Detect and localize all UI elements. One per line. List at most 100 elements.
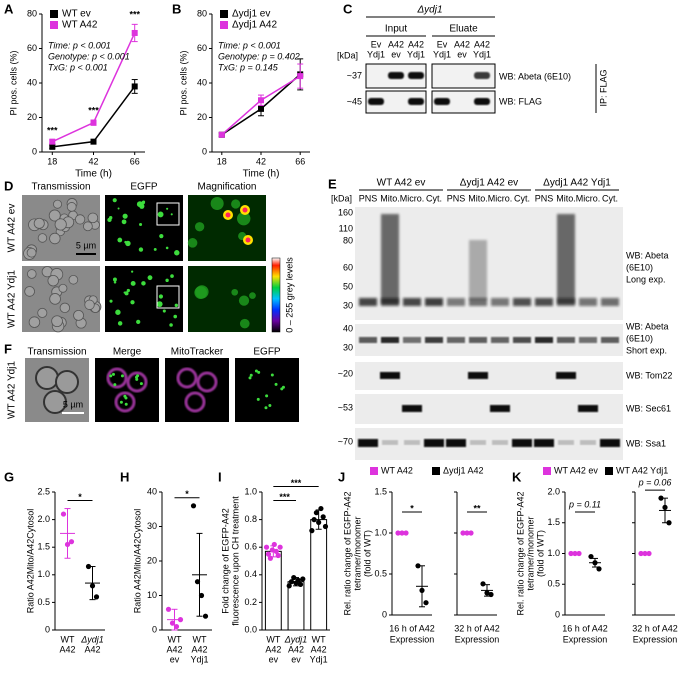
- x-tick-label: 66: [295, 156, 305, 166]
- egfp-spot: [156, 301, 163, 308]
- x-axis-label: 32 h of A42: [632, 623, 678, 633]
- egfp-spot: [130, 300, 135, 305]
- x-tick-label: WT: [168, 634, 182, 644]
- significance: **: [473, 503, 481, 513]
- x-tick-label: ev: [269, 654, 279, 664]
- data-point: [415, 563, 421, 569]
- egfp-spot: [139, 222, 143, 227]
- band: [382, 440, 398, 445]
- cell: [24, 286, 35, 297]
- stats-text: Genotype: p < 0.001: [48, 51, 130, 61]
- x-axis-label: Expression: [390, 634, 435, 644]
- significance: ***: [291, 478, 302, 488]
- band: [491, 337, 509, 343]
- egfp-spot: [157, 211, 164, 218]
- data-point: [165, 606, 172, 612]
- row-label: Long exp.: [626, 274, 666, 284]
- x-tick-label: 18: [217, 156, 227, 166]
- legend-label: WT ev: [62, 9, 91, 20]
- egfp-spot: [125, 240, 131, 247]
- panel-letter: I: [218, 469, 222, 484]
- band: [468, 372, 488, 379]
- cell: [84, 299, 95, 310]
- data-point: [480, 581, 486, 587]
- cell: [54, 218, 67, 231]
- hot-spot: [242, 207, 248, 213]
- y-tick-label: 20: [197, 112, 207, 122]
- cell: [43, 390, 67, 414]
- band: [601, 298, 619, 306]
- cell: [87, 212, 99, 224]
- x-axis-label: 16 h of A42: [562, 623, 608, 633]
- band: [579, 337, 597, 343]
- y-tick-label: 60: [197, 43, 207, 53]
- x-axis-label: Expression: [563, 634, 608, 644]
- y-tick-label: 1.0: [374, 527, 387, 537]
- marker-label: 80: [343, 235, 353, 245]
- significance: ***: [279, 492, 290, 502]
- egfp-spot: [123, 394, 127, 398]
- mito: [176, 367, 198, 389]
- lane-label: PNS: [535, 193, 554, 203]
- x-axis-label: Expression: [455, 634, 500, 644]
- cell: [66, 202, 77, 212]
- row-label: WB: FLAG: [499, 96, 542, 106]
- band: [424, 439, 444, 447]
- significance: ***: [47, 125, 58, 135]
- band: [492, 440, 508, 445]
- data-point: [295, 577, 301, 583]
- egfp-spot: [113, 280, 117, 284]
- legend-swatch: [432, 467, 440, 475]
- cell: [26, 247, 37, 258]
- row-label: WB: Sec61: [626, 403, 671, 413]
- egfp-spot: [113, 383, 117, 387]
- legend-label: WT A42 ev: [554, 465, 598, 475]
- lane-label: PNS: [447, 193, 466, 203]
- egfp-spot: [122, 213, 128, 219]
- x-tick-label: WT: [266, 634, 280, 644]
- cell: [33, 217, 45, 229]
- x-axis-label: Time (h): [243, 169, 280, 180]
- legend-swatch: [220, 10, 228, 18]
- band: [579, 298, 597, 306]
- egfp-spot: [126, 288, 130, 293]
- row-label: WT A42 Ydj1: [7, 361, 18, 419]
- y-tick-label: 30: [147, 521, 157, 531]
- y-tick-label: 0: [382, 609, 387, 619]
- micrograph: [165, 358, 229, 422]
- significance: p = 0.06: [638, 478, 672, 488]
- lane-label: Ydj1: [407, 49, 425, 59]
- data-point: [309, 528, 315, 534]
- egfp-spot: [231, 288, 239, 296]
- band: [403, 298, 421, 306]
- legend-label: WT A42: [381, 465, 413, 475]
- panel-letter: B: [172, 1, 181, 16]
- strain-label: Δydj1: [416, 5, 442, 16]
- x-tick-label: A42: [191, 644, 207, 654]
- egfp-spot: [173, 314, 178, 319]
- x-tick-label: A42: [288, 644, 304, 654]
- x-tick-label: ev: [170, 654, 180, 664]
- colorbar-label: 0 – 255 grey levels: [284, 257, 294, 333]
- cell: [48, 209, 61, 222]
- egfp-spot: [249, 373, 253, 377]
- row-label: WB: Abeta (6E10): [499, 71, 571, 81]
- colorbar: [271, 257, 281, 333]
- data-point: [313, 510, 319, 516]
- egfp-spot: [170, 274, 174, 278]
- egfp-spot: [264, 406, 268, 410]
- x-tick-label: Δydj1: [284, 634, 308, 644]
- band: [358, 439, 378, 447]
- y-tick-label: 0.5: [547, 579, 560, 589]
- legend-label: Δydj1 A42: [232, 20, 277, 31]
- data-point: [198, 592, 205, 599]
- stats-text: TxG: p < 0.001: [48, 62, 108, 72]
- egfp-spot: [268, 404, 272, 408]
- data-point: [258, 105, 264, 112]
- egfp-spot: [257, 370, 261, 374]
- egfp-spot: [135, 377, 139, 381]
- cell: [27, 269, 37, 279]
- band: [381, 298, 399, 306]
- legend-swatch: [543, 467, 551, 475]
- significance: *: [410, 503, 414, 513]
